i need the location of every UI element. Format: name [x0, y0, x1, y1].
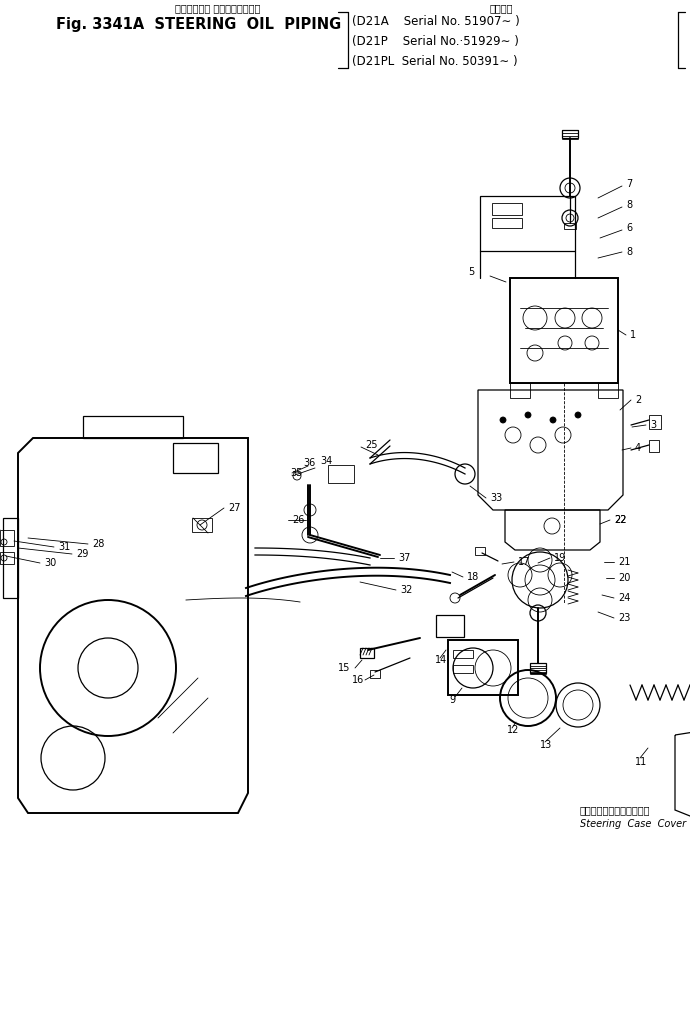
Text: 37: 37 — [398, 553, 411, 563]
Text: 7: 7 — [626, 179, 632, 189]
Text: (D21P    Serial No.·51929∼ ): (D21P Serial No.·51929∼ ) — [352, 36, 519, 48]
Text: 30: 30 — [44, 558, 57, 568]
Text: 22: 22 — [614, 515, 627, 525]
Bar — [530, 663, 546, 673]
Text: 36: 36 — [303, 458, 315, 468]
Circle shape — [550, 417, 556, 423]
Bar — [360, 648, 374, 658]
Circle shape — [525, 412, 531, 418]
Text: 35: 35 — [290, 468, 302, 478]
Bar — [0, 552, 14, 564]
Text: 19: 19 — [554, 553, 566, 563]
Circle shape — [500, 417, 506, 423]
Bar — [0, 530, 14, 546]
Text: 15: 15 — [338, 663, 351, 673]
Text: 28: 28 — [92, 539, 104, 549]
Text: 1: 1 — [630, 330, 636, 340]
Bar — [436, 615, 464, 637]
Text: Fig. 3341A  STEERING  OIL  PIPING: Fig. 3341A STEERING OIL PIPING — [56, 16, 342, 32]
Text: 9: 9 — [449, 695, 455, 705]
Text: 34: 34 — [320, 456, 333, 466]
Text: 5: 5 — [468, 267, 474, 277]
Text: 20: 20 — [618, 573, 631, 583]
Text: 4: 4 — [635, 443, 641, 453]
Bar — [649, 440, 659, 452]
Text: 27: 27 — [228, 503, 241, 513]
Text: 16: 16 — [352, 675, 364, 685]
Bar — [192, 518, 212, 532]
Bar — [370, 670, 380, 678]
Text: 12: 12 — [507, 725, 520, 735]
Text: 8: 8 — [626, 247, 632, 257]
Bar — [453, 665, 473, 673]
Text: 32: 32 — [400, 585, 413, 595]
Text: 13: 13 — [540, 740, 552, 750]
Bar — [83, 416, 183, 438]
Bar — [564, 223, 576, 229]
Text: 8: 8 — [626, 200, 632, 210]
Text: 29: 29 — [76, 549, 88, 559]
Text: 14: 14 — [435, 655, 447, 665]
Text: 21: 21 — [618, 557, 631, 567]
Bar — [492, 218, 522, 228]
Text: (D21A    Serial No. 51907∼ ): (D21A Serial No. 51907∼ ) — [352, 15, 520, 29]
Bar — [328, 465, 354, 483]
Text: 2: 2 — [635, 394, 641, 405]
Bar — [480, 196, 575, 251]
Text: 31: 31 — [58, 542, 70, 552]
Bar — [173, 443, 218, 473]
Text: (D21PL  Serial No. 50391∼ ): (D21PL Serial No. 50391∼ ) — [352, 55, 518, 68]
Text: ステアリングケースカバー: ステアリングケースカバー — [580, 805, 651, 815]
Text: Steering  Case  Cover: Steering Case Cover — [580, 819, 686, 829]
Bar — [448, 640, 518, 695]
Text: 17: 17 — [518, 557, 531, 567]
Bar — [649, 415, 661, 429]
Text: 24: 24 — [618, 593, 631, 603]
Text: 11: 11 — [635, 757, 647, 766]
Text: 25: 25 — [365, 440, 377, 450]
Text: 3: 3 — [650, 420, 656, 430]
Circle shape — [575, 412, 581, 418]
Text: 適用機種: 適用機種 — [490, 3, 513, 13]
Bar — [492, 203, 522, 215]
Bar — [475, 547, 485, 555]
Text: 33: 33 — [490, 493, 502, 503]
Bar — [562, 130, 578, 138]
Text: 18: 18 — [467, 572, 480, 582]
Text: ステアリング オイルパイピング: ステアリング オイルパイピング — [175, 3, 260, 13]
Text: 26: 26 — [292, 515, 304, 525]
Bar — [510, 278, 618, 383]
Text: 22: 22 — [614, 515, 627, 525]
Text: 6: 6 — [626, 223, 632, 233]
Bar — [453, 650, 473, 658]
Text: 23: 23 — [618, 613, 631, 623]
